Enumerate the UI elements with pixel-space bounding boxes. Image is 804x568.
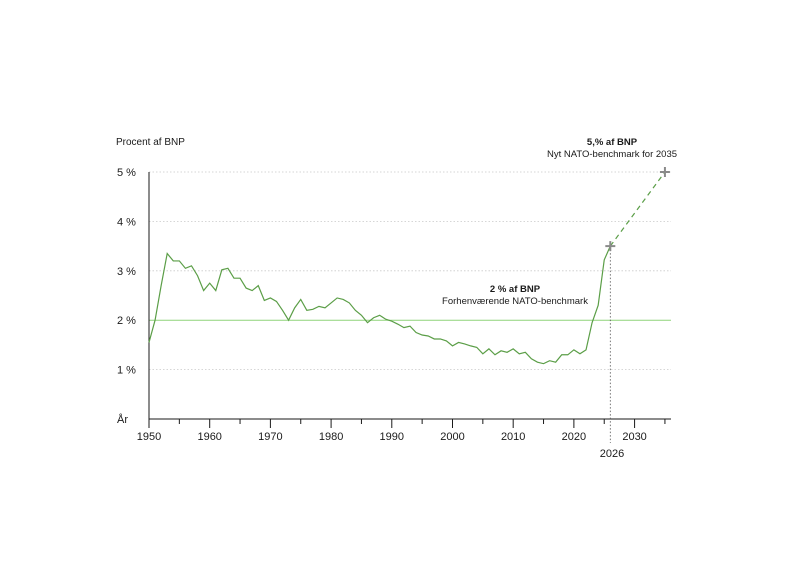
x-tick-label-1960: 1960 bbox=[197, 431, 221, 443]
x-ticks: 1950 1960 1970 1980 1990 2000 2010 2020 2030 bbox=[137, 419, 666, 443]
annotation-2pct-subtitle: Forhenværende NATO-benchmark bbox=[442, 296, 588, 307]
plus-marker-2026 bbox=[605, 241, 616, 252]
x-axis-title: År bbox=[117, 413, 128, 426]
y-tick-label-3: 3 % bbox=[117, 266, 136, 278]
x-tick-label-1970: 1970 bbox=[258, 431, 282, 443]
y-ticks: 1 % 2 % 3 % 4 % 5 % bbox=[117, 167, 136, 377]
x-tick-label-2030: 2030 bbox=[622, 431, 646, 443]
markers bbox=[605, 167, 670, 252]
plus-marker-2035 bbox=[659, 167, 670, 177]
annotation-5pct-title: 5,% af BNP bbox=[587, 137, 638, 148]
gridlines bbox=[149, 171, 671, 371]
y-tick-label-4: 4 % bbox=[117, 216, 136, 228]
annotation-2pct-title: 2 % af BNP bbox=[490, 284, 541, 295]
x-tick-label-2010: 2010 bbox=[501, 431, 525, 443]
y-tick-label-5: 5 % bbox=[117, 167, 136, 179]
x-tick-label-2020: 2020 bbox=[562, 431, 586, 443]
series-line-defense-spending bbox=[148, 245, 611, 365]
y-tick-label-2: 2 % bbox=[117, 315, 136, 327]
x-tick-label-1990: 1990 bbox=[380, 431, 404, 443]
highlight-year-label: 2026 bbox=[600, 448, 624, 460]
annotation-5pct-subtitle: Nyt NATO-benchmark for 2035 bbox=[547, 149, 677, 160]
series-line-projection bbox=[609, 171, 666, 247]
y-tick-label-1: 1 % bbox=[117, 365, 136, 377]
x-tick-label-1950: 1950 bbox=[137, 431, 161, 443]
y-axis-title: Procent af BNP bbox=[116, 137, 185, 148]
x-tick-label-1980: 1980 bbox=[319, 431, 343, 443]
x-tick-label-2000: 2000 bbox=[440, 431, 464, 443]
